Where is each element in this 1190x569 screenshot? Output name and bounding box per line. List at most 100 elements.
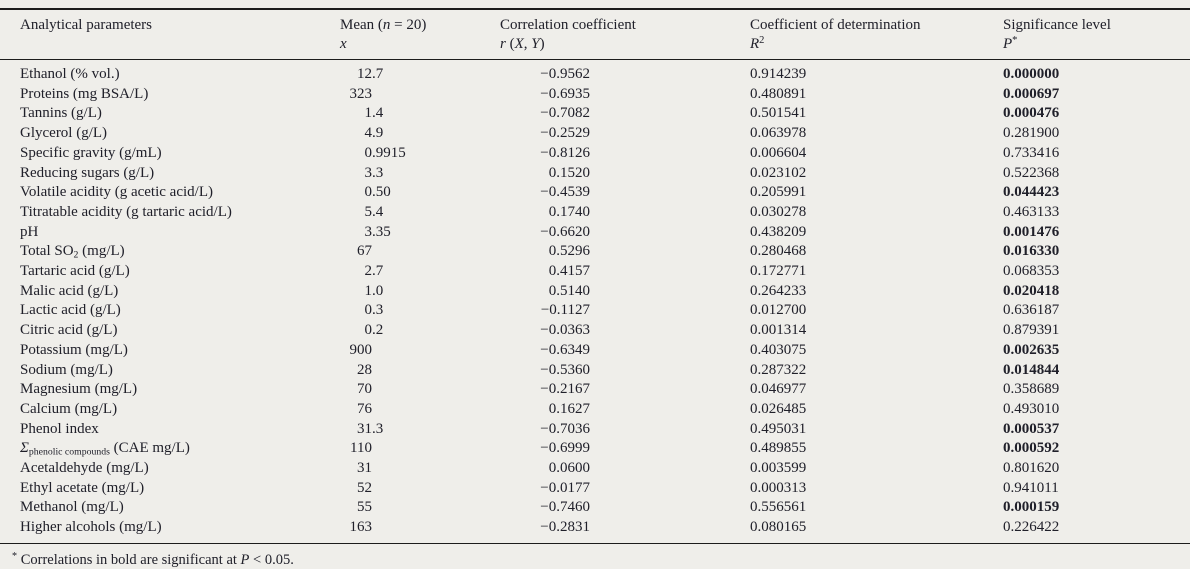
mean-cell: 12.7 — [340, 60, 500, 85]
param-cell: Magnesium (mg/L) — [0, 380, 340, 400]
mean-value-int: 4 — [364, 125, 373, 142]
mean-value-int: 0 — [364, 144, 373, 161]
table-row: Ethanol (% vol.) 12.7 −0.9562 0.914239 0… — [0, 60, 1190, 85]
corr-value: −0.6349 — [540, 341, 590, 358]
r2-cell: 0.489855 — [750, 440, 807, 457]
table-header: Analytical parameters Mean (n = 20) x Co… — [0, 10, 1190, 60]
mean-value-int: 1 — [364, 282, 373, 299]
param-label: Phenol index — [20, 420, 99, 437]
r2-cell: 0.006604 — [750, 144, 807, 161]
mean-cell: 0.50 — [340, 183, 500, 203]
sig-cell: 0.000476 — [1003, 105, 1060, 122]
mean-value-frac: .7 — [372, 66, 384, 82]
mean-value-int: 5 — [364, 203, 373, 220]
param-label: Specific gravity (g/mL) — [20, 144, 162, 161]
sig-cell: 0.879391 — [1003, 322, 1060, 339]
mean-value-frac: .9915 — [372, 144, 406, 161]
sig-cell: 0.801620 — [1003, 460, 1060, 477]
mean-cell: 4.9 — [340, 124, 500, 144]
corr-cell: −0.8126 — [500, 144, 750, 164]
mean-value-frac: .3 — [372, 302, 384, 319]
statistics-table-container: Analytical parameters Mean (n = 20) x Co… — [0, 8, 1190, 544]
corr-value: 0.1740 — [548, 203, 590, 220]
r2-cell: 0.172771 — [750, 263, 807, 280]
param-cell: Lactic acid (g/L) — [0, 301, 340, 321]
corr-value: −0.7036 — [540, 420, 590, 437]
corr-cell: 0.1520 — [500, 164, 750, 184]
mean-value-frac: .4 — [372, 105, 384, 122]
r2-cell: 0.480891 — [750, 85, 807, 102]
table-row: Tartaric acid (g/L) 2.7 0.4157 0.172771 … — [0, 262, 1190, 282]
mean-value-int: 67 — [357, 243, 372, 260]
param-label: Tannins (g/L) — [20, 105, 102, 122]
mean-value-frac: .35 — [372, 223, 391, 240]
sig-cell: 0.000697 — [1003, 85, 1060, 102]
r2-cell: 0.080165 — [750, 519, 807, 536]
param-label: Lactic acid (g/L) — [20, 302, 121, 319]
mean-value-int: 28 — [357, 361, 372, 378]
r2-cell: 0.063978 — [750, 125, 807, 142]
corr-value: −0.2167 — [540, 381, 590, 398]
corr-cell: 0.4157 — [500, 262, 750, 282]
mean-cell: 0.2 — [340, 321, 500, 341]
col-header-correlation-coefficient: Correlation coefficient r (X, Y) — [500, 10, 750, 60]
corr-cell: −0.2831 — [500, 518, 750, 543]
table-row: Magnesium (mg/L) 70 −0.2167 0.046977 0.3… — [0, 380, 1190, 400]
table-row: Tannins (g/L) 1.4 −0.7082 0.501541 0.000… — [0, 104, 1190, 124]
corr-value: 0.5140 — [548, 282, 590, 299]
table-row: Phenol index 31.3 −0.7036 0.495031 0.000… — [0, 420, 1190, 440]
sig-cell: 0.002635 — [1003, 341, 1060, 358]
corr-cell: 0.5296 — [500, 242, 750, 262]
param-label: Σphenolic compounds (CAE mg/L) — [20, 440, 190, 458]
mean-cell: 31 — [340, 459, 500, 479]
table-row: Glycerol (g/L) 4.9 −0.2529 0.063978 0.28… — [0, 124, 1190, 144]
sig-cell: 0.016330 — [1003, 243, 1060, 260]
mean-value-int: 31 — [357, 460, 372, 477]
sig-cell: 0.000159 — [1003, 499, 1060, 516]
mean-value-frac: .0 — [372, 282, 384, 299]
sig-cell: 0.001476 — [1003, 223, 1060, 240]
param-cell: Volatile acidity (g acetic acid/L) — [0, 183, 340, 203]
table-row: Methanol (mg/L) 55 −0.7460 0.556561 0.00… — [0, 498, 1190, 518]
corr-value: −0.6999 — [540, 440, 590, 457]
corr-cell: −0.5360 — [500, 361, 750, 381]
mean-value-int: 110 — [350, 440, 372, 457]
param-cell: Tartaric acid (g/L) — [0, 262, 340, 282]
corr-cell: −0.7036 — [500, 420, 750, 440]
sig-cell: 0.281900 — [1003, 125, 1060, 142]
mean-value-int: 12 — [357, 66, 372, 82]
sig-cell: 0.000000 — [1003, 66, 1060, 82]
mean-value-int: 0 — [364, 322, 373, 339]
param-label: pH — [20, 223, 39, 240]
table-row: Lactic acid (g/L) 0.3 −0.1127 0.012700 0… — [0, 301, 1190, 321]
table-row: Specific gravity (g/mL) 0.9915 −0.8126 0… — [0, 144, 1190, 164]
param-cell: Ethyl acetate (mg/L) — [0, 479, 340, 499]
corr-cell: −0.2529 — [500, 124, 750, 144]
mean-cell: 70 — [340, 380, 500, 400]
r2-cell: 0.556561 — [750, 499, 807, 516]
mean-value-int: 163 — [349, 519, 373, 536]
param-label: Calcium (mg/L) — [20, 400, 118, 417]
sig-cell: 0.000592 — [1003, 440, 1060, 457]
sig-cell: 0.014844 — [1003, 361, 1060, 378]
param-label: Titratable acidity (g tartaric acid/L) — [20, 203, 232, 220]
corr-cell: −0.6999 — [500, 439, 750, 459]
corr-cell: 0.0600 — [500, 459, 750, 479]
sig-cell: 0.522368 — [1003, 164, 1060, 181]
footnote: * Correlations in bold are significant a… — [12, 550, 294, 568]
sig-cell: 0.358689 — [1003, 381, 1060, 398]
mean-value-int: 323 — [349, 85, 373, 102]
table-row: Total SO2 (mg/L) 67 0.5296 0.280468 0.01… — [0, 242, 1190, 262]
table-row: pH 3.35 −0.6620 0.438209 0.001476 — [0, 223, 1190, 243]
param-cell: Calcium (mg/L) — [0, 400, 340, 420]
header-row: Analytical parameters Mean (n = 20) x Co… — [0, 10, 1190, 60]
param-label: Ethyl acetate (mg/L) — [20, 479, 145, 496]
table-row: Titratable acidity (g tartaric acid/L) 5… — [0, 203, 1190, 223]
corr-value: −0.7082 — [540, 105, 590, 122]
corr-cell: −0.1127 — [500, 301, 750, 321]
corr-value: −0.4539 — [540, 184, 590, 201]
corr-value: −0.6620 — [540, 223, 590, 240]
param-cell: Tannins (g/L) — [0, 104, 340, 124]
corr-value: −0.6935 — [540, 85, 590, 102]
mean-value-frac: .7 — [372, 263, 384, 280]
